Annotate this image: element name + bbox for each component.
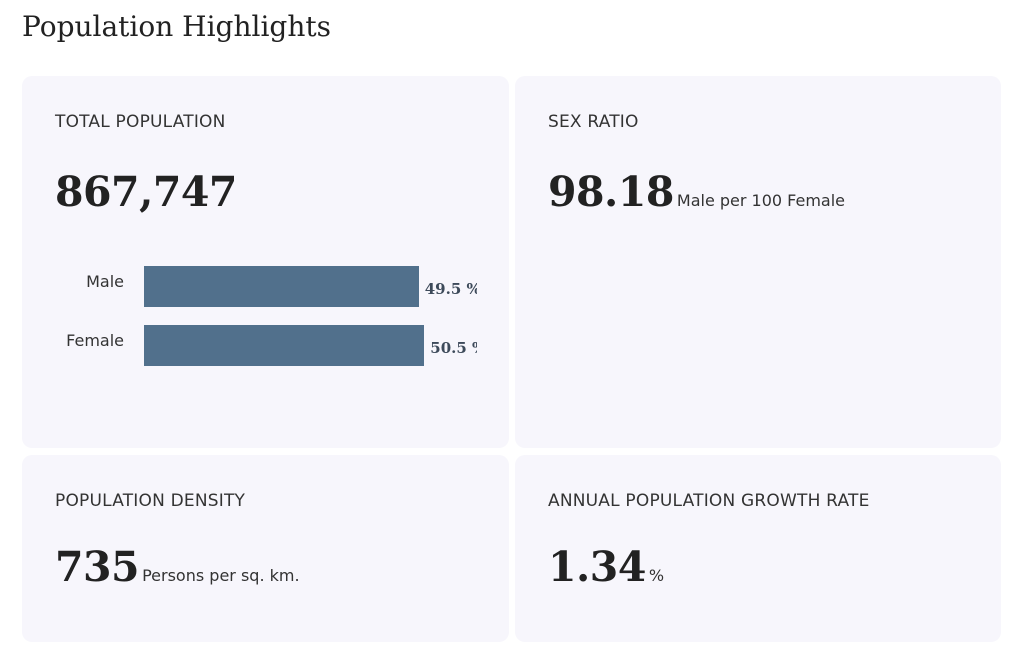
total-population-card: TOTAL POPULATION 867,747 Male 49.5 % Femal… [22, 76, 509, 448]
total-population-label: TOTAL POPULATION [55, 112, 226, 132]
total-population-value: 867,747 [55, 168, 237, 216]
bar-row-female: Female 50.5 % [22, 315, 477, 366]
population-density-card: POPULATION DENSITY 735 Persons per sq. k… [22, 455, 509, 642]
sex-ratio-value-row: 98.18 Male per 100 Female [548, 168, 845, 216]
total-population-value-row: 867,747 [55, 168, 237, 216]
bar-category-label: Male [86, 272, 124, 291]
bar-category-label: Female [66, 331, 124, 350]
bar-female [144, 325, 425, 366]
growth-rate-unit: % [648, 566, 665, 585]
population-density-unit: Persons per sq. km. [142, 566, 300, 585]
bar-value-label: 50.5 % [430, 339, 477, 357]
population-density-value: 735 [55, 543, 140, 591]
chart-plot-area: Male 49.5 % Female 50.5 % [22, 256, 477, 386]
bar-value-label: 49.5 % [424, 280, 477, 298]
growth-rate-label: ANNUAL POPULATION GROWTH RATE [548, 491, 870, 511]
sex-ratio-unit: Male per 100 Female [676, 191, 846, 210]
population-density-value-row: 735 Persons per sq. km. [55, 543, 300, 591]
growth-rate-value: 1.34 [548, 543, 646, 591]
growth-rate-card: ANNUAL POPULATION GROWTH RATE 1.34 % [515, 455, 1001, 642]
page-title: Population Highlights [22, 10, 331, 43]
growth-rate-value-row: 1.34 % [548, 543, 664, 591]
population-density-label: POPULATION DENSITY [55, 491, 246, 511]
sex-ratio-label: SEX RATIO [548, 112, 639, 132]
bar-male [144, 266, 419, 307]
sex-ratio-card: SEX RATIO 98.18 Male per 100 Female [515, 76, 1001, 448]
bar-row-male: Male 49.5 % [22, 256, 477, 307]
sex-ratio-value: 98.18 [548, 168, 674, 216]
sex-distribution-chart: Male 49.5 % Female 50.5 % [22, 256, 509, 386]
